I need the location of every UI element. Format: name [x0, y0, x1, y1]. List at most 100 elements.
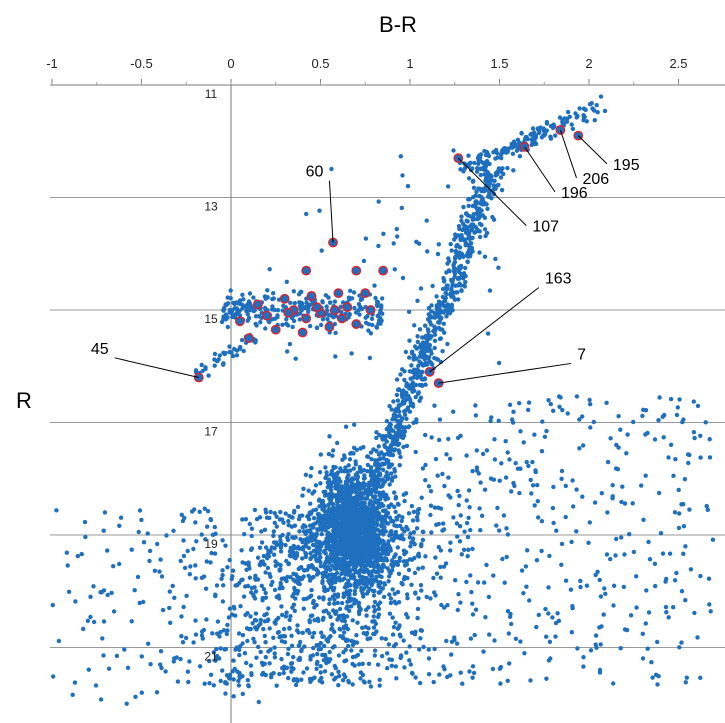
data-point	[415, 334, 420, 339]
data-point	[446, 268, 452, 273]
data-point	[384, 433, 389, 439]
data-point	[437, 437, 442, 443]
data-point	[357, 530, 362, 535]
data-point	[342, 576, 347, 581]
data-point	[399, 518, 404, 524]
data-point	[332, 508, 337, 514]
data-point	[570, 126, 576, 132]
data-point	[656, 674, 661, 679]
data-point	[425, 317, 431, 322]
data-point	[666, 455, 671, 460]
data-point	[287, 617, 292, 623]
data-point	[303, 472, 309, 477]
data-point	[429, 530, 434, 535]
data-point	[445, 341, 450, 347]
data-point	[328, 634, 333, 639]
data-point	[393, 529, 398, 535]
data-point	[185, 669, 191, 674]
data-point	[380, 296, 385, 301]
data-point	[548, 401, 553, 407]
data-point	[370, 580, 375, 586]
data-point	[618, 427, 623, 432]
data-point	[324, 544, 329, 550]
highlighted-point	[312, 302, 322, 313]
data-point	[246, 299, 252, 304]
data-point	[291, 666, 296, 671]
data-point	[597, 577, 602, 583]
data-point	[341, 624, 347, 629]
data-point	[389, 519, 395, 524]
data-point	[325, 554, 330, 560]
data-point	[350, 682, 355, 687]
data-point	[661, 435, 666, 440]
data-point	[336, 669, 341, 674]
data-point	[559, 476, 564, 481]
data-point	[297, 529, 302, 534]
data-point	[435, 251, 441, 257]
data-point	[393, 509, 398, 515]
data-point	[158, 557, 163, 562]
data-point	[459, 288, 464, 293]
annotation-label: 60	[306, 164, 324, 181]
data-point	[319, 630, 324, 635]
data-point	[295, 678, 300, 684]
data-point	[349, 488, 355, 494]
data-point	[300, 306, 306, 311]
data-point	[320, 617, 326, 622]
data-point	[193, 563, 198, 568]
annotation-leader-line	[429, 287, 540, 373]
data-point	[340, 557, 345, 563]
data-point	[434, 571, 440, 576]
data-point	[211, 650, 216, 655]
data-point	[384, 426, 389, 432]
data-point	[210, 631, 215, 636]
data-point	[148, 662, 153, 667]
data-point	[315, 527, 320, 532]
data-point	[681, 417, 686, 422]
data-point	[324, 568, 329, 574]
data-point	[611, 681, 616, 686]
data-point	[432, 332, 438, 337]
data-point	[436, 299, 442, 304]
data-point	[85, 618, 91, 623]
data-point	[304, 666, 310, 671]
data-point	[337, 673, 342, 679]
data-point	[495, 505, 500, 511]
data-point	[209, 550, 214, 556]
data-point	[449, 248, 454, 253]
data-point	[646, 539, 651, 545]
data-point	[349, 545, 354, 550]
data-point	[453, 578, 458, 583]
data-point	[307, 510, 313, 515]
data-point	[426, 672, 432, 677]
data-point	[281, 666, 287, 672]
data-point	[210, 532, 216, 537]
data-point	[382, 582, 387, 587]
data-point	[394, 515, 399, 520]
data-point	[505, 165, 510, 171]
data-point	[327, 522, 332, 527]
data-point	[231, 694, 236, 699]
data-point	[373, 621, 379, 626]
data-point	[685, 452, 691, 457]
data-point	[212, 524, 217, 530]
data-point	[361, 258, 367, 264]
data-point	[581, 664, 586, 669]
data-point	[461, 547, 467, 552]
data-point	[366, 547, 371, 552]
data-point	[171, 659, 176, 664]
highlighted-point	[324, 321, 335, 332]
data-point	[396, 571, 402, 576]
data-point	[358, 504, 364, 510]
data-point	[281, 633, 287, 639]
data-point	[298, 289, 303, 295]
data-point	[326, 295, 331, 300]
data-point	[372, 513, 377, 518]
data-point	[470, 468, 475, 474]
data-point	[417, 398, 422, 403]
data-point	[674, 412, 680, 418]
data-point	[532, 503, 537, 508]
data-point	[479, 198, 484, 204]
data-point	[387, 515, 393, 520]
data-point	[348, 468, 353, 473]
